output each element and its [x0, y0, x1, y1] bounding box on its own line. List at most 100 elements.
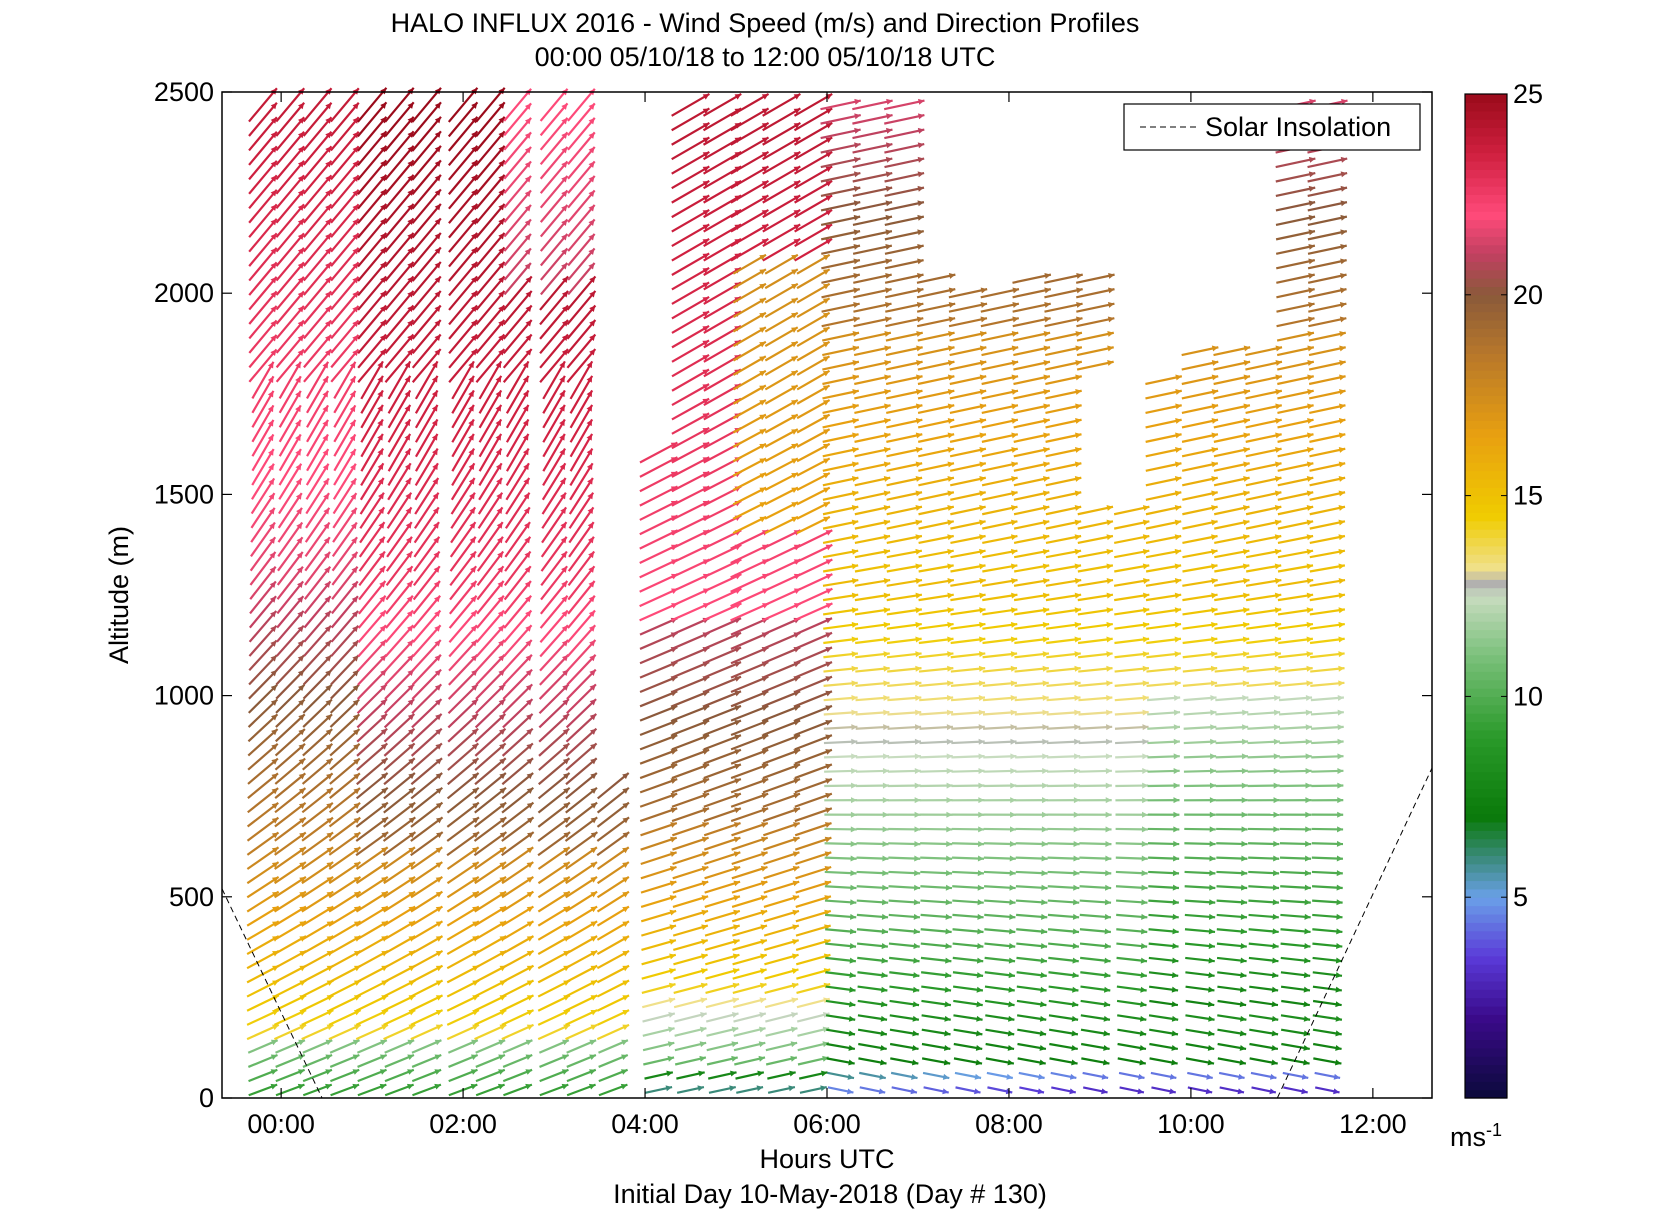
wind-arrow-head: [734, 93, 742, 100]
wind-arrow-head: [1274, 505, 1282, 511]
wind-arrow-head: [527, 832, 534, 839]
wind-arrow-head: [269, 566, 276, 574]
wind-arrow-head: [588, 551, 595, 559]
wind-arrow-head: [793, 749, 801, 755]
wind-arrow: [537, 861, 571, 885]
wind-arrow: [762, 136, 801, 161]
wind-arrow-head: [851, 548, 859, 555]
wind-arrow: [384, 261, 415, 297]
wind-arrow: [538, 698, 570, 729]
wind-arrow-head: [352, 247, 359, 255]
wind-arrow: [596, 876, 630, 899]
wind-arrow-head: [322, 434, 329, 442]
wind-arrow-head: [326, 876, 334, 883]
wind-arrow-head: [853, 200, 861, 207]
wind-arrow-head: [734, 632, 742, 638]
wind-arrow: [981, 491, 1018, 501]
wind-arrow-head: [885, 258, 892, 265]
wind-arrow: [275, 174, 305, 209]
wind-arrow-head: [1174, 519, 1182, 526]
wind-arrow: [822, 433, 859, 443]
wind-arrow-head: [1074, 709, 1081, 716]
wind-arrow: [275, 232, 305, 267]
colorbar-unit: ms-1: [1450, 1120, 1502, 1152]
wind-arrow: [1145, 505, 1182, 516]
wind-arrow-head: [297, 305, 304, 313]
wind-arrow-head: [1338, 665, 1345, 672]
wind-arrow: [730, 136, 770, 161]
wind-arrow-head: [352, 1039, 360, 1046]
wind-arrow: [333, 361, 357, 399]
wind-arrow-head: [1010, 811, 1017, 818]
wind-arrow: [822, 418, 859, 429]
wind-arrow: [475, 116, 506, 152]
wind-arrow-head: [1307, 403, 1314, 410]
colorbar-segment: [1465, 144, 1507, 154]
wind-arrow: [503, 565, 532, 601]
wind-arrow: [330, 232, 360, 267]
wind-arrow-head: [350, 493, 357, 500]
wind-arrow: [885, 360, 923, 371]
wind-arrow-head: [353, 1009, 361, 1016]
wind-arrow-head: [1338, 519, 1345, 526]
wind-arrow: [764, 297, 799, 319]
wind-arrow-head: [792, 836, 800, 843]
wind-arrow: [1076, 346, 1114, 357]
wind-arrow-head: [1274, 578, 1282, 584]
wind-arrow-head: [350, 507, 357, 515]
wind-arrow-head: [499, 862, 507, 868]
wind-arrow: [537, 801, 571, 828]
wind-arrow: [671, 179, 710, 204]
wind-arrow-head: [1073, 840, 1080, 847]
wind-arrow: [502, 639, 533, 672]
wind-arrow-head: [380, 758, 388, 765]
wind-arrow-head: [853, 214, 861, 221]
wind-arrow-head: [915, 709, 922, 716]
wind-arrow-head: [702, 734, 710, 741]
wind-arrow-head: [977, 928, 984, 935]
x-axis-sublabel: Initial Day 10-May-2018 (Day # 130): [613, 1179, 1047, 1209]
wind-arrow: [1145, 476, 1182, 487]
wind-arrow-head: [1269, 1088, 1276, 1095]
wind-arrow-head: [271, 773, 279, 780]
wind-arrow-head: [1044, 316, 1051, 323]
colorbar-segment: [1465, 604, 1507, 614]
wind-arrow-head: [1274, 680, 1281, 687]
wind-arrow-head: [526, 906, 534, 913]
wind-arrow-head: [1242, 665, 1250, 672]
colorbar-segment: [1465, 403, 1507, 413]
wind-arrow: [854, 418, 891, 429]
wind-arrow-head: [759, 458, 767, 464]
wind-arrow-head: [822, 370, 830, 377]
wind-arrow-head: [352, 117, 359, 124]
wind-arrow: [764, 399, 799, 420]
wind-arrow-head: [525, 669, 533, 676]
wind-arrow: [247, 757, 279, 785]
wind-arrow-head: [851, 680, 858, 687]
wind-arrow-head: [270, 305, 277, 313]
wind-arrow-head: [667, 1041, 675, 1048]
wind-arrow: [703, 179, 742, 204]
colorbar-segment: [1465, 721, 1507, 731]
wind-arrow-head: [702, 763, 710, 770]
wind-arrow: [539, 595, 569, 629]
wind-arrow-head: [917, 258, 924, 265]
wind-arrow-head: [1308, 243, 1315, 250]
colorbar-segment: [1465, 420, 1507, 430]
wind-arrow-head: [849, 957, 856, 964]
wind-arrow-head: [378, 551, 385, 559]
wind-arrow-head: [433, 566, 440, 573]
wind-arrow: [704, 880, 741, 894]
wind-arrow-head: [1042, 621, 1050, 628]
wind-arrow-head: [470, 595, 477, 603]
wind-arrow: [474, 935, 507, 955]
wind-arrow-head: [468, 463, 475, 470]
wind-arrow: [794, 734, 833, 751]
wind-arrow-head: [1042, 651, 1049, 658]
wind-arrow-head: [669, 865, 677, 872]
wind-arrow: [503, 609, 533, 643]
wind-arrow: [447, 727, 479, 757]
wind-arrow: [302, 116, 333, 152]
wind-arrow: [328, 831, 362, 856]
wind-arrow-head: [880, 1030, 887, 1037]
